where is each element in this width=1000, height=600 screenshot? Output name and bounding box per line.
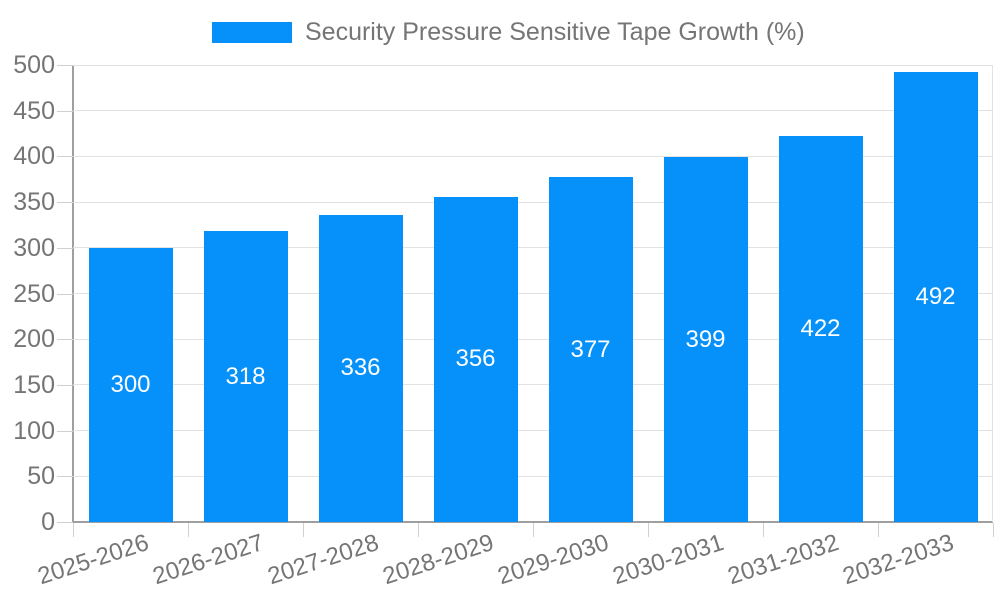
y-tick-label: 300: [13, 233, 55, 262]
plot-area: 300 318 336 356 377 399 422 492: [73, 64, 993, 522]
y-tick-mark: [57, 522, 73, 523]
y-tick-label: 100: [13, 416, 55, 445]
bar[interactable]: 399: [663, 157, 748, 522]
y-tick-mark: [57, 247, 73, 249]
y-grid-line: [73, 384, 993, 386]
x-tick-mark: [187, 523, 189, 537]
x-axis-line: [72, 521, 993, 523]
bar[interactable]: 318: [203, 231, 288, 522]
y-tick-mark: [57, 156, 73, 158]
y-tick-mark: [57, 430, 73, 432]
x-tick-mark: [532, 523, 534, 537]
bar-value-label: 492: [915, 283, 956, 311]
bar[interactable]: 492: [893, 72, 978, 522]
y-tick-label: 500: [13, 51, 55, 79]
bar[interactable]: 300: [88, 247, 173, 522]
y-grid-line: [73, 430, 993, 432]
x-tick-mark: [762, 523, 764, 537]
bar-value-label: 336: [340, 354, 381, 382]
y-tick-label: 150: [13, 370, 55, 399]
y-grid-line: [73, 110, 993, 112]
x-tick-mark: [72, 523, 74, 537]
bar-value-label: 318: [225, 362, 266, 390]
y-grid-line: [73, 155, 993, 157]
bar-value-label: 377: [570, 335, 611, 363]
bar-value-label: 300: [110, 370, 151, 398]
y-tick-label: 0: [41, 508, 55, 536]
y-tick-mark: [57, 384, 73, 386]
y-grid-line: [73, 475, 993, 477]
x-tick-mark: [992, 523, 994, 537]
bar-value-label: 422: [800, 315, 841, 343]
bar[interactable]: 422: [778, 136, 863, 522]
x-tick-mark: [647, 523, 649, 537]
y-grid-line: [73, 201, 993, 203]
x-tick-mark: [302, 523, 304, 537]
legend-item[interactable]: Security Pressure Sensitive Tape Growth …: [212, 18, 805, 46]
bar[interactable]: 377: [548, 177, 633, 522]
y-tick-label: 350: [13, 188, 55, 217]
y-tick-label: 250: [13, 279, 55, 308]
y-tick-label: 400: [13, 142, 55, 171]
y-tick-label: 50: [27, 462, 55, 491]
y-tick-label: 450: [13, 96, 55, 125]
bar[interactable]: 356: [433, 196, 518, 522]
y-grid-line: [73, 293, 993, 294]
y-tick-mark: [57, 202, 73, 204]
y-tick-mark: [57, 65, 73, 66]
y-grid-line: [73, 338, 993, 340]
y-tick-mark: [57, 476, 73, 478]
y-tick-mark: [57, 110, 73, 112]
y-tick-mark: [57, 293, 73, 295]
y-grid-line: [73, 64, 993, 66]
x-tick-mark: [417, 523, 419, 537]
x-tick-mark: [877, 523, 879, 537]
bar[interactable]: 336: [318, 214, 403, 522]
y-tick-label: 200: [13, 325, 55, 354]
legend-swatch-icon: [212, 21, 292, 43]
legend-label: Security Pressure Sensitive Tape Growth …: [305, 18, 805, 46]
y-grid-line: [73, 247, 993, 249]
bar-value-label: 399: [685, 325, 726, 353]
y-tick-mark: [57, 339, 73, 341]
bar-value-label: 356: [455, 345, 496, 373]
